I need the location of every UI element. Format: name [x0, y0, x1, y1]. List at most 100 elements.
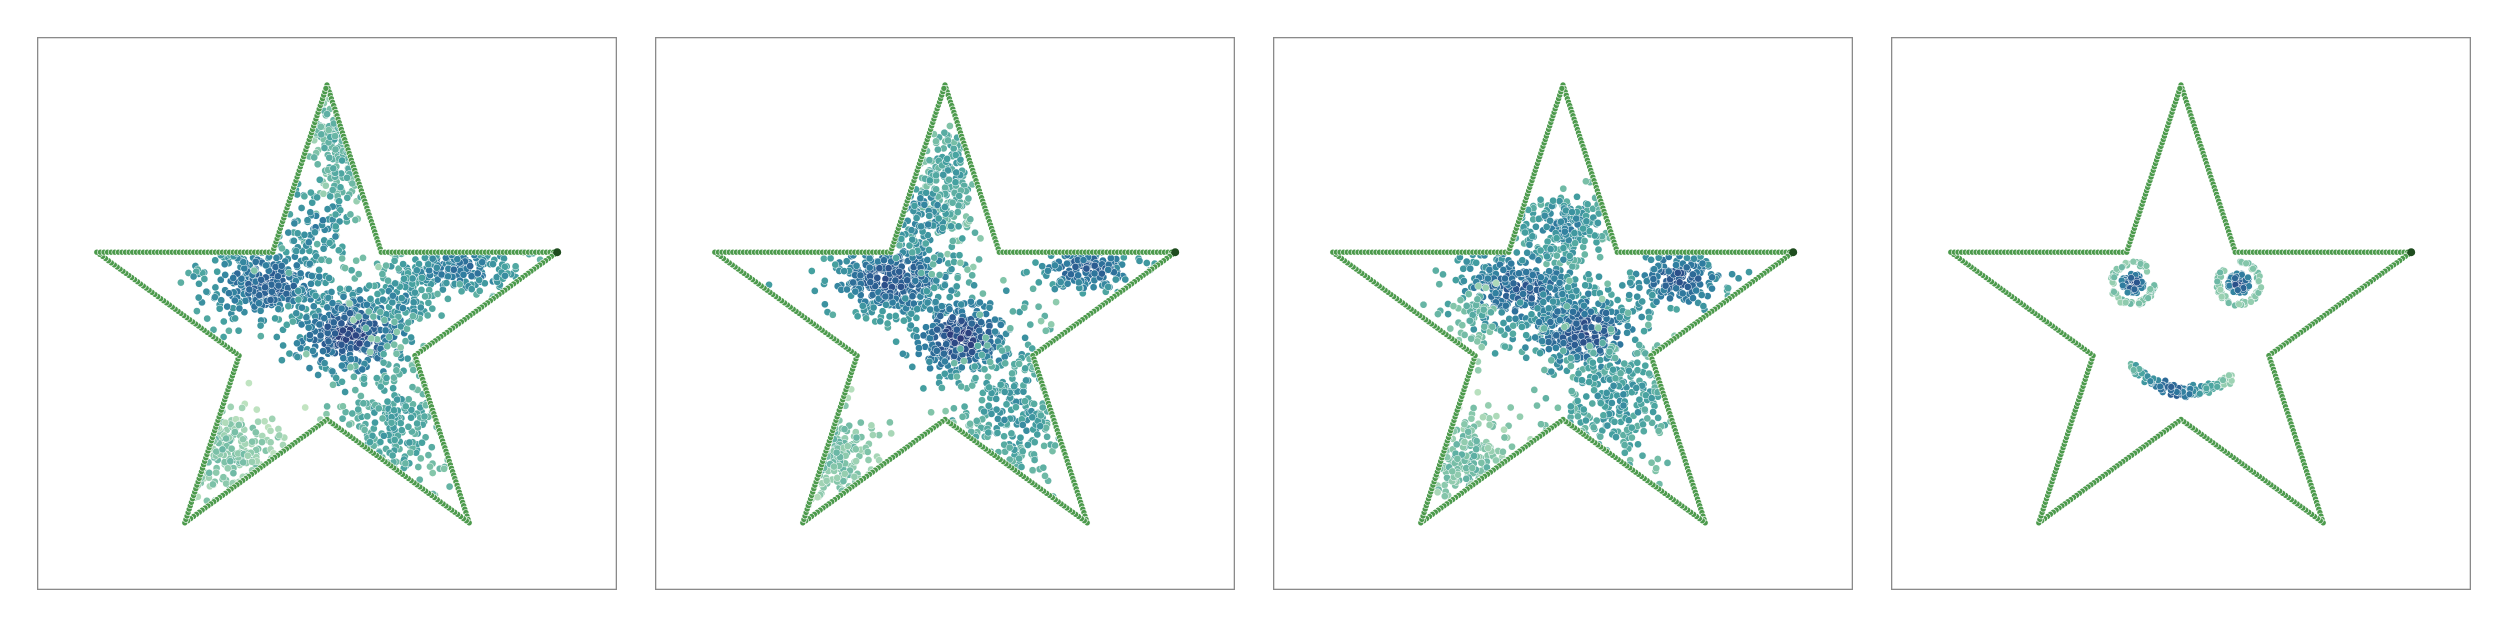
data-point — [221, 418, 230, 427]
data-point — [433, 290, 442, 298]
boundary-end-point — [1171, 248, 1180, 257]
data-point — [980, 365, 989, 374]
data-point — [337, 319, 346, 328]
data-point — [1067, 270, 1075, 279]
data-point — [944, 166, 952, 175]
data-point — [384, 276, 392, 285]
data-point — [226, 403, 235, 411]
data-point — [851, 287, 860, 296]
data-point — [399, 304, 407, 312]
data-point — [311, 228, 319, 237]
data-point — [936, 312, 945, 320]
data-point — [1623, 322, 1632, 330]
data-point — [311, 291, 320, 300]
data-point — [880, 256, 888, 265]
data-point — [933, 325, 941, 334]
data-point — [1008, 369, 1016, 378]
data-point — [1512, 248, 1521, 257]
data-point — [442, 279, 451, 287]
data-point — [319, 347, 327, 355]
data-point — [966, 215, 975, 224]
data-point — [1522, 331, 1531, 340]
data-point — [363, 412, 372, 421]
data-point — [393, 395, 402, 404]
data-point — [1521, 228, 1529, 237]
data-point — [213, 267, 222, 276]
data-point — [1546, 318, 1555, 326]
data-point — [392, 366, 401, 375]
data-point — [1030, 400, 1038, 408]
data-point — [392, 328, 401, 336]
data-point — [343, 173, 351, 182]
data-point — [348, 179, 357, 188]
data-point — [341, 264, 349, 272]
data-point — [1580, 250, 1589, 259]
data-point — [1047, 320, 1056, 329]
data-point — [953, 273, 962, 282]
data-point — [289, 317, 297, 326]
data-point — [1559, 244, 1568, 252]
data-point — [274, 425, 283, 433]
data-point — [971, 228, 979, 237]
data-point — [926, 305, 935, 314]
star-boundary — [93, 81, 562, 527]
data-point — [459, 270, 468, 279]
data-point — [401, 459, 410, 468]
data-point — [924, 220, 933, 229]
data-point — [421, 433, 430, 442]
data-point — [355, 339, 364, 348]
data-point — [1484, 274, 1492, 283]
data-point — [1121, 275, 1130, 284]
scatter-plot-svg — [37, 37, 617, 590]
data-point — [272, 254, 281, 262]
data-point — [957, 363, 966, 372]
data-point — [268, 415, 277, 423]
data-point — [367, 334, 376, 343]
data-point — [401, 337, 410, 345]
data-point — [986, 358, 994, 366]
data-point — [421, 292, 429, 301]
data-point — [296, 269, 305, 278]
data-point — [934, 145, 942, 154]
data-point — [908, 292, 917, 301]
data-point — [404, 318, 413, 327]
data-point — [980, 407, 988, 416]
data-point — [313, 240, 322, 248]
data-point — [297, 204, 306, 212]
data-point — [382, 261, 390, 270]
data-point — [867, 421, 876, 430]
data-point — [1582, 177, 1590, 186]
data-point — [978, 351, 986, 359]
data-point — [826, 254, 835, 263]
data-point — [400, 274, 408, 283]
data-point — [293, 353, 302, 361]
data-point — [284, 228, 293, 237]
data-point — [394, 312, 403, 321]
data-point — [1544, 304, 1553, 313]
data-point — [1587, 323, 1596, 332]
data-point — [923, 298, 932, 307]
data-point — [1435, 280, 1444, 289]
data-point — [909, 299, 918, 308]
data-point — [225, 289, 233, 298]
data-point — [211, 283, 220, 292]
data-point — [938, 224, 947, 232]
data-point — [992, 395, 1001, 403]
data-point — [925, 246, 933, 254]
data-point — [1538, 337, 1546, 345]
data-point — [306, 208, 315, 217]
data-point — [903, 276, 912, 285]
data-points — [177, 89, 544, 505]
data-point — [319, 216, 327, 225]
data-point — [226, 457, 235, 466]
data-point — [401, 402, 410, 411]
data-point — [489, 260, 497, 268]
data-point — [1499, 266, 1508, 274]
data-point — [1542, 223, 1551, 231]
data-point — [332, 374, 341, 382]
data-point — [1582, 217, 1591, 226]
data-point — [1559, 255, 1568, 264]
data-point — [360, 426, 369, 434]
data-point — [366, 295, 375, 303]
data-point — [478, 258, 487, 267]
